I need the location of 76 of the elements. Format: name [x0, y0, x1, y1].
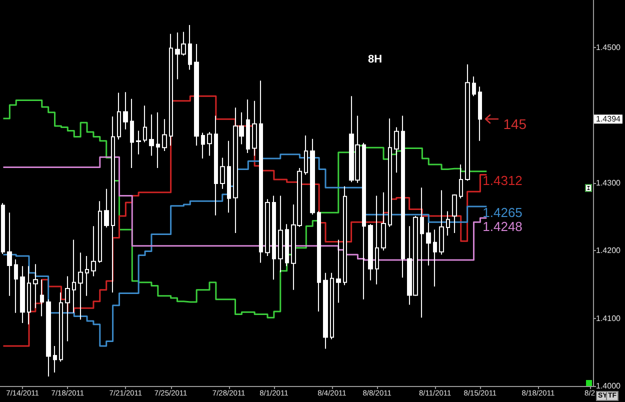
candlestick	[323, 272, 328, 350]
candlestick	[272, 195, 276, 280]
candlestick	[169, 33, 173, 146]
annotation: 1.4394	[596, 114, 622, 124]
candlestick	[1, 202, 5, 254]
candlestick	[207, 132, 212, 156]
candlestick	[59, 292, 63, 362]
candlestick	[33, 264, 38, 309]
candlestick	[27, 266, 31, 325]
candlestick	[368, 224, 373, 281]
candlestick	[439, 190, 444, 256]
y-tick-label: 1.4300	[596, 178, 622, 188]
candlestick	[220, 157, 225, 190]
data-label: 1.4248	[482, 219, 522, 234]
candlestick	[452, 194, 457, 234]
candlestick	[20, 266, 25, 324]
candlestick	[433, 229, 437, 287]
candlestick	[85, 255, 89, 296]
candlestick	[143, 105, 147, 143]
y-tick-label: 1.4200	[596, 246, 622, 256]
candlestick	[111, 116, 115, 294]
candlestick	[265, 198, 270, 256]
candlestick	[459, 164, 463, 199]
candlestick	[130, 98, 134, 168]
candlestick	[72, 239, 76, 314]
y-tick-label: 1.4500	[596, 42, 622, 52]
y-tick-label: 1.4000	[596, 382, 622, 390]
candlestick	[336, 239, 341, 304]
candlestick	[388, 118, 392, 228]
text: 8H	[368, 54, 382, 66]
candlestick	[123, 92, 128, 130]
candlestick	[465, 64, 470, 182]
candlestick	[420, 187, 424, 318]
candlestick	[46, 298, 51, 378]
candlestick	[446, 210, 450, 236]
candlestick	[65, 276, 70, 342]
candlestick	[98, 200, 102, 264]
candlestick	[188, 24, 192, 70]
candlestick	[149, 114, 154, 156]
candlestick	[156, 112, 160, 168]
candlestick	[381, 192, 386, 252]
candlestick	[426, 222, 431, 266]
candlestick	[201, 132, 205, 159]
candlestick	[401, 115, 405, 278]
candlestick	[259, 80, 263, 264]
y-tick-label: 1.4100	[596, 314, 622, 323]
candlestick	[317, 210, 321, 312]
candlestick	[478, 86, 482, 142]
candlestick	[117, 92, 121, 140]
candlestick	[194, 44, 199, 146]
candlestick	[246, 99, 250, 154]
candlestick	[330, 272, 334, 340]
candlestick	[252, 100, 257, 156]
candlestick	[162, 118, 167, 152]
candlestick	[310, 138, 315, 216]
candlestick	[278, 195, 283, 273]
candlestick	[104, 188, 109, 228]
annotation: 145	[503, 116, 527, 132]
candlestick	[343, 186, 347, 286]
candlestick	[304, 134, 308, 176]
candlestick	[7, 212, 12, 296]
candlestick	[91, 226, 96, 277]
candlestick	[136, 130, 141, 155]
candlestick	[375, 195, 379, 285]
candlestick	[472, 76, 476, 97]
candlestick	[78, 252, 83, 320]
data-label: 1.4265	[482, 205, 522, 220]
candlestick	[362, 142, 366, 300]
candlestick	[285, 224, 289, 267]
candlestick	[214, 115, 218, 216]
data-label: 1.4312	[482, 173, 522, 188]
candlestick	[227, 140, 231, 214]
candlestick	[14, 258, 18, 314]
candlestick	[394, 126, 399, 174]
candlestick	[53, 346, 57, 373]
candlestick	[40, 279, 44, 317]
